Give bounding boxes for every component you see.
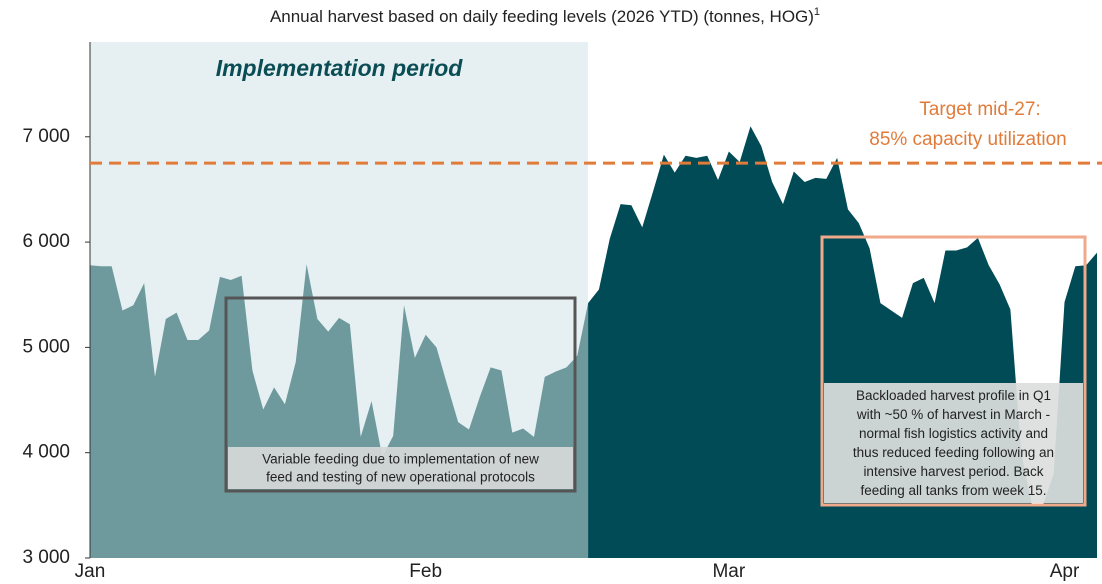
title-footnote: 1 <box>814 6 820 18</box>
y-tick-label: 6 000 <box>22 231 70 252</box>
annotation-text: Backloaded harvest profile in Q1 <box>856 388 1051 403</box>
annotation-text: feeding all tanks from week 15. <box>860 483 1046 498</box>
annotation-text: normal fish logistics activity and <box>859 426 1048 441</box>
target-label: 85% capacity utilization <box>869 129 1067 150</box>
chart-title: Annual harvest based on daily feeding le… <box>270 6 820 27</box>
annotation-text-bg <box>824 383 1083 503</box>
period-label: Implementation period <box>216 55 464 81</box>
annotation-box <box>820 235 1087 507</box>
y-tick-label: 5 000 <box>22 336 70 357</box>
title-text: Annual harvest based on daily feeding le… <box>270 7 814 26</box>
annotation-text: Variable feeding due to implementation o… <box>262 452 539 467</box>
x-tick-label: Mar <box>712 561 745 582</box>
annotation-text: with ~50 % of harvest in March - <box>856 407 1050 422</box>
annotation-text: thus reduced feeding following an <box>853 445 1054 460</box>
annotation-text: feed and testing of new operational prot… <box>266 470 535 485</box>
target-label: Target mid-27: <box>919 99 1040 120</box>
y-tick-label: 7 000 <box>22 126 70 147</box>
x-tick-label: Feb <box>409 561 442 582</box>
y-tick-label: 4 000 <box>22 442 70 463</box>
annotation-text-bg <box>228 447 573 489</box>
annotation-box <box>224 296 577 493</box>
annotation-text: intensive harvest period. Back <box>863 464 1043 479</box>
x-tick-label: Jan <box>75 561 106 582</box>
x-tick-label: Apr <box>1050 561 1080 582</box>
y-tick-label: 3 000 <box>22 547 70 568</box>
